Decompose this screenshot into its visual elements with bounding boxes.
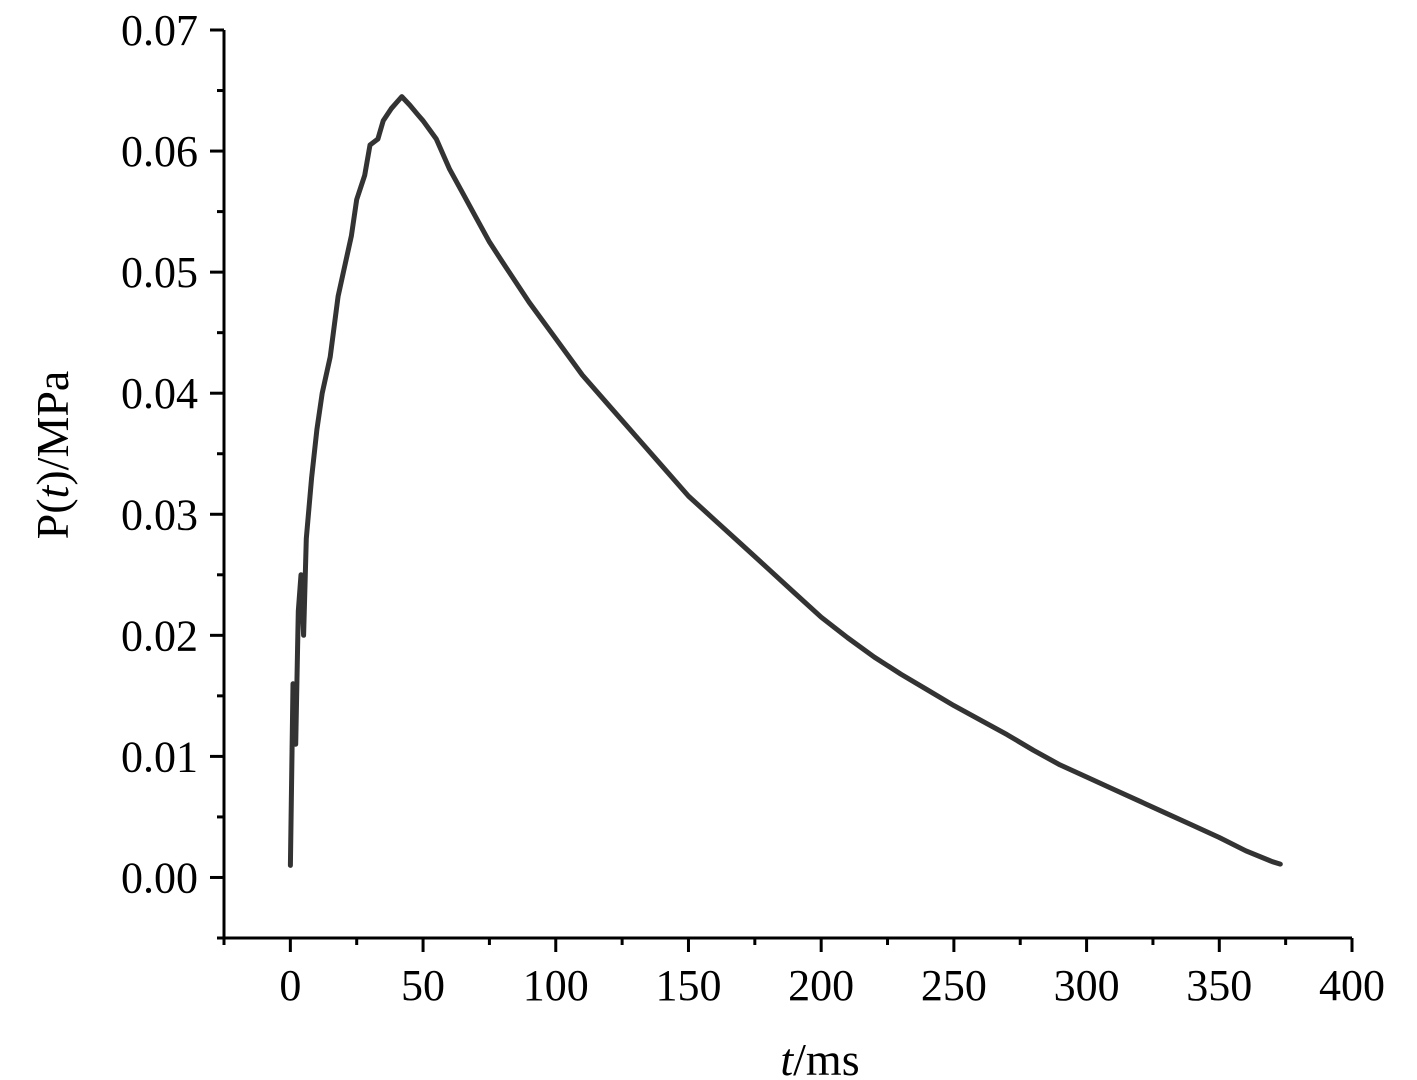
x-tick-label: 200 xyxy=(788,961,854,1010)
x-tick-label: 300 xyxy=(1054,961,1120,1010)
y-tick-label: 0.02 xyxy=(121,611,198,660)
ticks: 0 50 100 150 200 250 300 350 400 0.00 0.01 0.02 0.03… xyxy=(121,6,1385,1010)
x-tick-label: 150 xyxy=(655,961,721,1010)
y-axis-title: P(t)/MPa xyxy=(27,371,78,540)
y-tick-label: 0.03 xyxy=(121,490,198,539)
axes xyxy=(222,30,1352,940)
x-axis-title: t/ms xyxy=(780,1034,859,1080)
y-axis-title-suffix: )/MPa xyxy=(27,371,78,486)
x-tick-label: 0 xyxy=(279,961,301,1010)
y-tick-label: 0.00 xyxy=(121,853,198,902)
y-tick-label: 0.07 xyxy=(121,6,198,55)
x-tick-label: 50 xyxy=(401,961,445,1010)
x-tick-label: 350 xyxy=(1186,961,1252,1010)
x-tick-label: 250 xyxy=(921,961,987,1010)
x-tick-label: 100 xyxy=(523,961,589,1010)
y-axis-title-prefix: P( xyxy=(27,498,78,539)
y-tick-label: 0.04 xyxy=(121,369,198,418)
series-line xyxy=(287,94,1283,868)
y-tick-label: 0.05 xyxy=(121,248,198,297)
plot-area xyxy=(287,94,1283,868)
x-axis-title-unit: /ms xyxy=(793,1034,859,1080)
y-tick-label: 0.01 xyxy=(121,732,198,781)
x-axis-title-italic: t xyxy=(780,1034,794,1080)
y-tick-label: 0.06 xyxy=(121,127,198,176)
y-axis-title-italic: t xyxy=(27,484,78,498)
x-tick-label: 400 xyxy=(1319,961,1385,1010)
